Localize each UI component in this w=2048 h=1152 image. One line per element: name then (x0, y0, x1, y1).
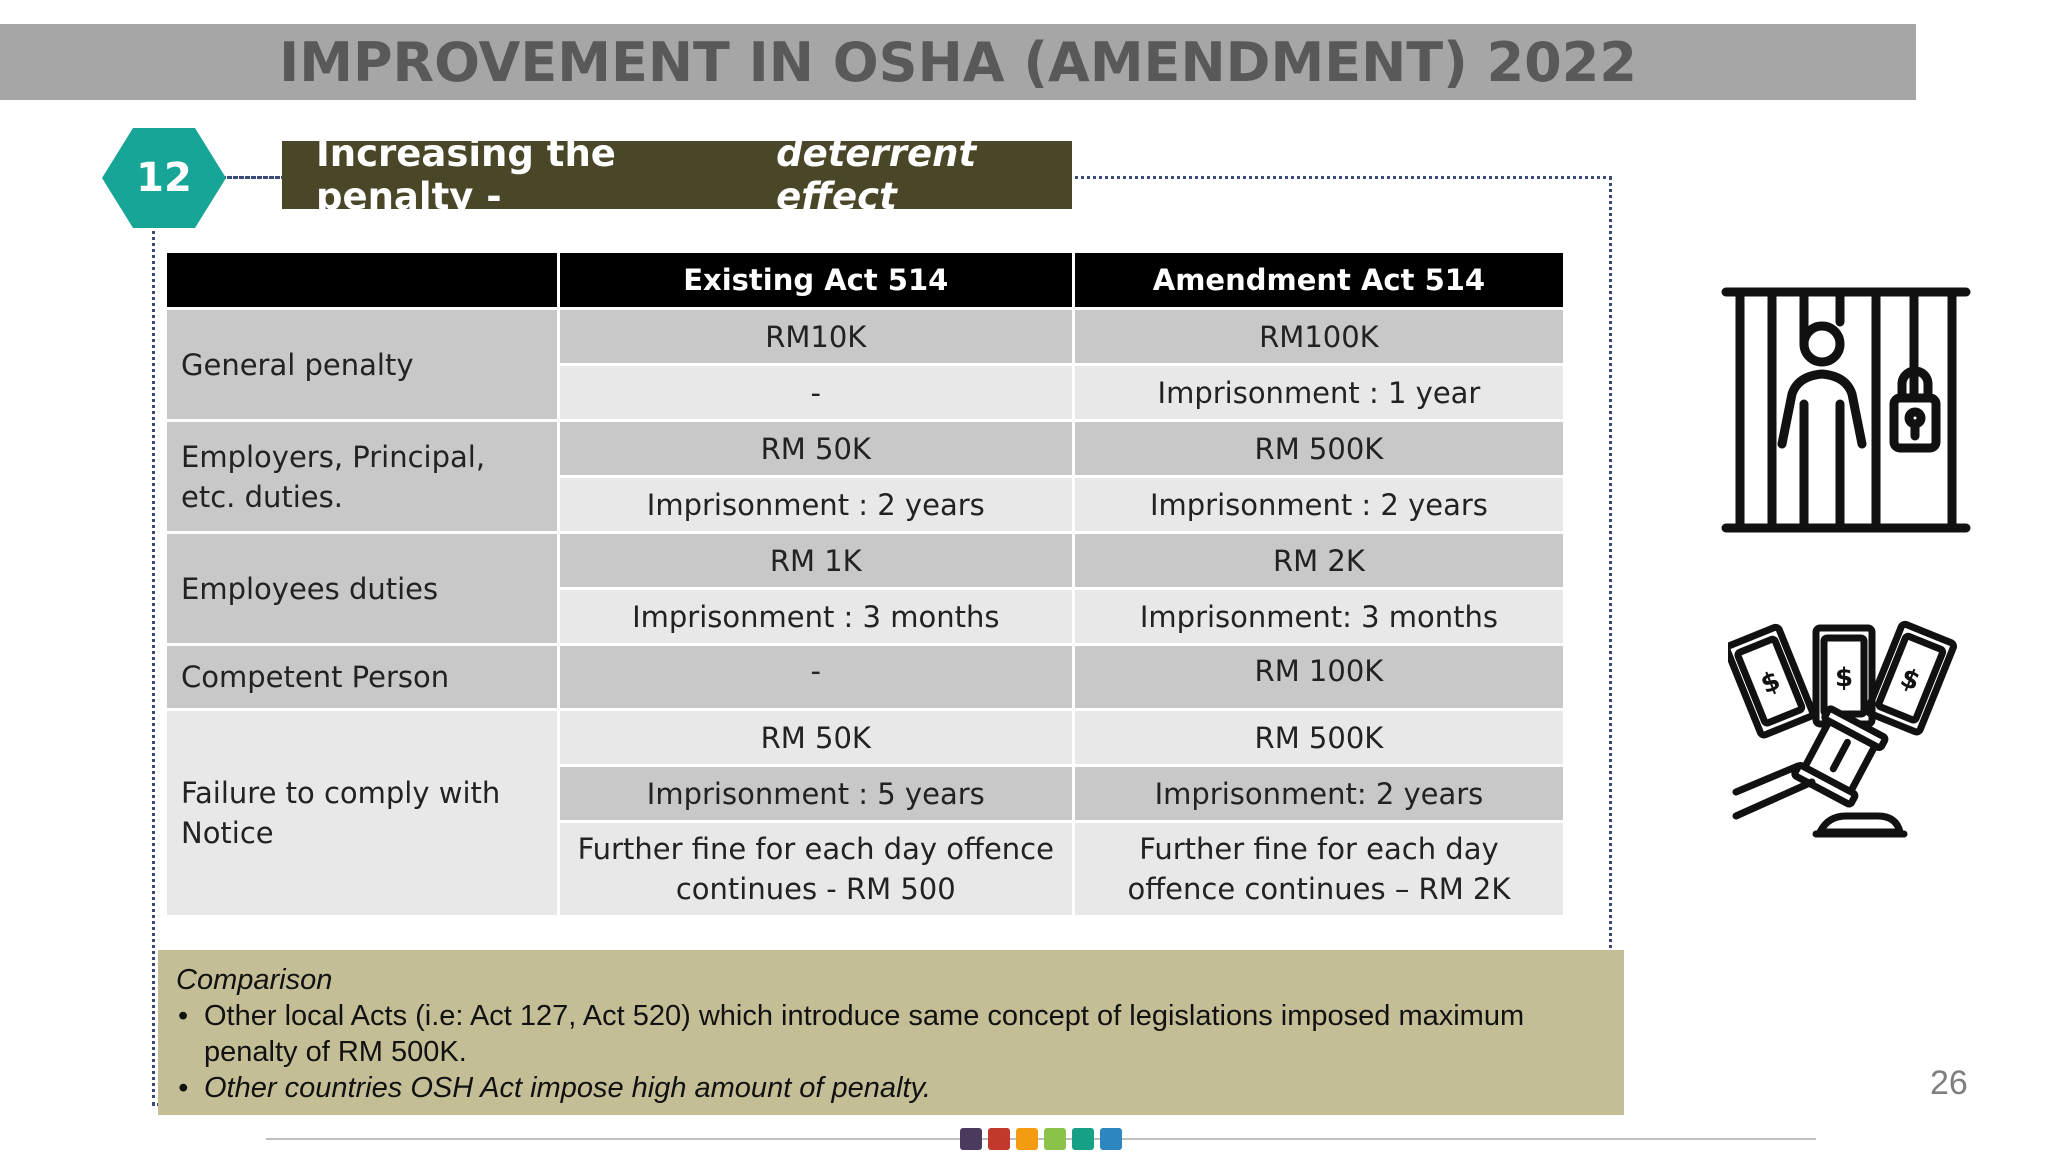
cell-amendment: Further fine for each day offence contin… (1074, 823, 1563, 915)
footer-line (266, 1138, 1816, 1140)
row-label-failure-to-comply: Failure to comply with Notice (167, 711, 557, 915)
footer-swatch (1100, 1128, 1122, 1150)
header-amendment: Amendment Act 514 (1074, 253, 1563, 307)
section-title-emphasis: deterrent effect (776, 132, 977, 218)
cell-amendment: Imprisonment : 2 years (1074, 478, 1563, 531)
comparison-bullet: Other countries OSH Act impose high amou… (178, 1070, 1606, 1106)
penalty-table: Existing Act 514 Amendment Act 514 Gener… (164, 250, 1566, 918)
comparison-list: Other local Acts (i.e: Act 127, Act 520)… (176, 998, 1606, 1106)
cell-existing: - (559, 646, 1072, 708)
cell-existing: RM 50K (559, 711, 1072, 764)
cell-amendment: Imprisonment: 2 years (1074, 767, 1563, 820)
prisoner-behind-bars-icon (1720, 284, 1972, 541)
footer-swatch (1044, 1128, 1066, 1150)
table-row: Failure to comply with Notice RM 50K RM … (167, 711, 1563, 915)
table-row: - Imprisonment : 1 year (167, 366, 1563, 419)
cell-existing: Imprisonment : 2 years (559, 478, 1072, 531)
cell-amendment: RM100K (1074, 310, 1563, 363)
gavel-money-icon: $ $ $ (1723, 620, 1960, 857)
row-label-employees-duties: Employees duties (167, 534, 557, 643)
footer-swatch (1072, 1128, 1094, 1150)
table-row: Further fine for each day offence contin… (167, 823, 1563, 915)
cell-existing: Further fine for each day offence contin… (559, 823, 1072, 915)
svg-text:$: $ (1757, 666, 1785, 701)
header-empty (167, 253, 557, 307)
footer-color-swatches (960, 1128, 1122, 1150)
comparison-bullet: Other local Acts (i.e: Act 127, Act 520)… (178, 998, 1606, 1070)
section-title-text: Increasing the penalty - (316, 132, 616, 218)
table-row: Competent Person - RM 100K (167, 646, 1563, 708)
header-existing: Existing Act 514 (559, 253, 1072, 307)
section-title: Increasing the penalty - deterrent effec… (282, 132, 1072, 218)
row-label-employers-duties: Employers, Principal, etc. duties. (167, 422, 557, 531)
section-number-badge: 12 (102, 128, 226, 228)
cell-existing: Imprisonment : 5 years (559, 767, 1072, 820)
row-label-competent-person: Competent Person (167, 646, 557, 708)
table-header-row: Existing Act 514 Amendment Act 514 (167, 253, 1563, 307)
comparison-title: Comparison (176, 964, 333, 996)
cell-existing: Imprisonment : 3 months (559, 590, 1072, 643)
footer-swatch (1016, 1128, 1038, 1150)
comparison-box: Comparison Other local Acts (i.e: Act 12… (158, 950, 1624, 1115)
cell-amendment: RM 500K (1074, 422, 1563, 475)
row-label-general-penalty: General penalty (167, 310, 557, 419)
page-number: 26 (1930, 1064, 1968, 1102)
cell-amendment: RM 2K (1074, 534, 1563, 587)
dotted-connector (220, 176, 284, 179)
cell-amendment: Imprisonment : 1 year (1074, 366, 1563, 419)
svg-text:$: $ (1835, 663, 1853, 693)
cell-existing: RM10K (559, 310, 1072, 363)
footer-swatch (988, 1128, 1010, 1150)
cell-existing: RM 50K (559, 422, 1072, 475)
cell-existing: RM 1K (559, 534, 1072, 587)
footer-swatch (960, 1128, 982, 1150)
table-row: Employees duties RM 1K RM 2K (167, 534, 1563, 643)
cell-amendment: RM 500K (1074, 711, 1563, 764)
cell-amendment: Imprisonment: 3 months (1074, 590, 1563, 643)
page-title: IMPROVEMENT IN OSHA (AMENDMENT) 2022 (279, 30, 1637, 94)
title-bar: IMPROVEMENT IN OSHA (AMENDMENT) 2022 (0, 24, 1916, 100)
table-row: Imprisonment : 2 years Imprisonment : 2 … (167, 478, 1563, 531)
svg-text:$: $ (1896, 663, 1924, 698)
table-row: Imprisonment : 5 years Imprisonment: 2 y… (167, 767, 1563, 820)
table-row: Imprisonment : 3 months Imprisonment: 3 … (167, 590, 1563, 643)
table-row: General penalty RM10K RM100K (167, 310, 1563, 419)
table-row: Employers, Principal, etc. duties. RM 50… (167, 422, 1563, 531)
cell-existing: - (559, 366, 1072, 419)
cell-amendment: RM 100K (1074, 646, 1563, 708)
